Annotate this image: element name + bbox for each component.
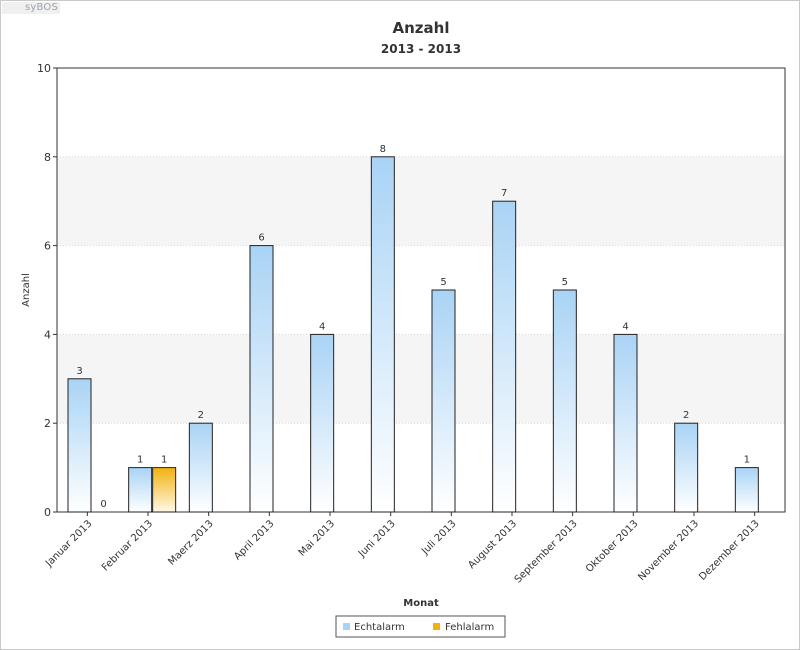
data-label: 4 — [319, 321, 325, 332]
x-tick-label: Juni 2013 — [356, 518, 398, 560]
bar-echtalarm[interactable] — [492, 200, 517, 513]
bar-echtalarm[interactable] — [431, 289, 456, 513]
y-tick-label: 4 — [44, 328, 51, 341]
y-tick-label: 10 — [37, 62, 51, 75]
bar-echtalarm[interactable] — [67, 378, 92, 513]
data-label: 5 — [562, 277, 568, 288]
bar-echtalarm[interactable] — [188, 422, 213, 513]
data-label: 1 — [744, 455, 750, 466]
data-label: 5 — [440, 277, 446, 288]
chart-title: Anzahl — [393, 19, 450, 37]
plot-area-border — [56, 67, 786, 513]
chart-subtitle: 2013 - 2013 — [381, 42, 461, 56]
x-tick-label: Dezember 2013 — [697, 518, 762, 583]
legend-label-echtalarm: Echtalarm — [354, 622, 405, 633]
data-labels: 3 0 1 1 2 6 4 8 5 7 5 4 2 1 — [76, 144, 750, 510]
x-tick-label: September 2013 — [513, 518, 580, 585]
x-tick-label: Oktober 2013 — [584, 518, 641, 575]
data-label: 1 — [161, 455, 167, 466]
bar-echtalarm[interactable] — [249, 245, 274, 513]
y-tick-label: 0 — [44, 506, 51, 519]
brand-logo: syBOS — [2, 2, 60, 14]
x-tick-label: Februar 2013 — [100, 518, 155, 573]
bar-echtalarm[interactable] — [310, 333, 335, 513]
data-label: 6 — [258, 233, 264, 244]
grid-band — [57, 334, 785, 424]
legend-item-echtalarm[interactable]: Echtalarm — [343, 622, 405, 633]
y-tick-label: 8 — [44, 151, 51, 164]
x-tick-label: August 2013 — [466, 518, 519, 571]
data-label: 1 — [137, 455, 143, 466]
grid-lines — [57, 156, 785, 424]
x-tick-label: Januar 2013 — [43, 518, 94, 569]
legend-label-fehlalarm: Fehlalarm — [445, 622, 494, 633]
data-label: 2 — [683, 410, 689, 421]
legend-swatch-echtalarm — [343, 623, 350, 630]
bar-echtalarm[interactable] — [674, 422, 699, 513]
legend-item-fehlalarm[interactable]: Fehlalarm — [433, 622, 494, 633]
legend-swatch-fehlalarm — [433, 623, 440, 630]
bar-echtalarm[interactable] — [613, 333, 638, 513]
data-label: 2 — [198, 410, 204, 421]
bar-fehlalarm[interactable] — [152, 467, 177, 513]
y-axis: 0 2 4 6 8 10 — [37, 62, 57, 519]
y-axis-label: Anzahl — [21, 273, 32, 307]
y-tick-label: 2 — [44, 417, 51, 430]
data-label: 8 — [380, 144, 386, 155]
bar-echtalarm[interactable] — [734, 467, 759, 513]
legend: Echtalarm Fehlalarm — [335, 615, 506, 638]
x-tick-label: April 2013 — [232, 518, 276, 562]
x-axis-label: Monat — [403, 598, 439, 609]
bar-echtalarm[interactable] — [128, 467, 153, 513]
data-label: 3 — [76, 366, 82, 377]
data-label: 7 — [501, 188, 507, 199]
x-axis: Januar 2013 Februar 2013 Maerz 2013 April 2… — [43, 512, 762, 585]
x-tick-label: Juli 2013 — [419, 518, 458, 557]
grid-bands — [57, 156, 785, 424]
data-label: 0 — [100, 499, 106, 510]
bars — [67, 156, 759, 513]
y-tick-label: 6 — [44, 240, 51, 253]
x-tick-label: November 2013 — [636, 518, 701, 583]
bar-echtalarm[interactable] — [370, 156, 395, 513]
data-label: 4 — [622, 321, 628, 332]
bar-echtalarm[interactable] — [552, 289, 577, 513]
legend-box — [335, 615, 506, 638]
x-tick-label: Maerz 2013 — [166, 518, 215, 567]
grid-band — [57, 156, 785, 246]
x-tick-label: Mai 2013 — [297, 518, 337, 558]
